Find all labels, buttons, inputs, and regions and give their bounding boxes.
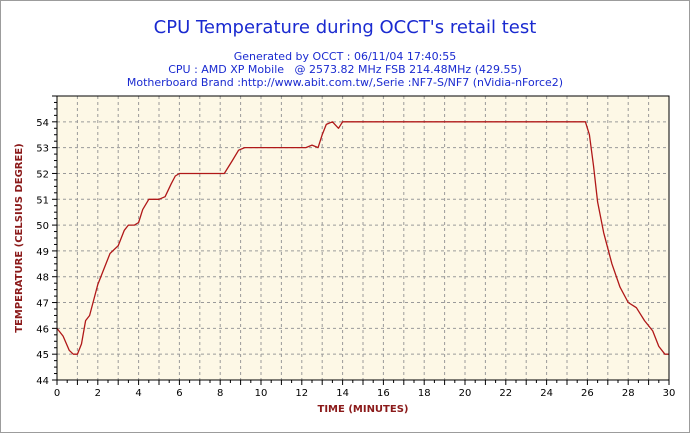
chart-subtitle-motherboard: Motherboard Brand :http://www.abit.com.t…	[126, 76, 564, 89]
x-tick-label: 22	[499, 388, 512, 399]
x-tick-label: 18	[418, 388, 431, 399]
y-tick-label: 50	[36, 221, 49, 232]
y-tick-label: 47	[36, 299, 49, 310]
x-tick-label: 6	[176, 388, 182, 399]
y-tick-label: 53	[36, 144, 49, 155]
series-line-cpu-temperature	[56, 121, 669, 355]
x-tick-label: 0	[54, 388, 60, 399]
y-tick-labels: 44 45 46 47 48 49 50 51 52 53 54	[36, 118, 49, 387]
series-group	[56, 121, 669, 355]
x-tick-label: 2	[95, 388, 101, 399]
y-tick-label: 45	[36, 350, 49, 361]
x-tick-label: 26	[581, 388, 594, 399]
x-tick-label: 14	[336, 388, 349, 399]
x-tick-label: 10	[255, 388, 268, 399]
chart-subtitle-cpu: CPU : AMD XP Mobile @ 2573.82 MHz FSB 21…	[168, 63, 522, 76]
x-tick-label: 24	[540, 388, 553, 399]
x-tick-label: 12	[295, 388, 308, 399]
chart-subtitle-generated: Generated by OCCT : 06/11/04 17:40:55	[233, 50, 457, 63]
x-tick-label: 20	[459, 388, 472, 399]
chart-title: CPU Temperature during OCCT's retail tes…	[153, 17, 537, 38]
x-tick-label: 28	[622, 388, 635, 399]
y-tick-label: 44	[36, 376, 49, 387]
x-axis-label: TIME (MINUTES)	[318, 404, 409, 415]
y-tick-label: 49	[36, 247, 49, 258]
y-tick-label: 51	[36, 195, 49, 206]
x-tick-label: 16	[377, 388, 390, 399]
x-tick-label: 8	[217, 388, 223, 399]
x-tick-label: 30	[663, 388, 676, 399]
y-tick-label: 48	[36, 273, 49, 284]
plot-border	[56, 95, 670, 381]
x-tick-label: 4	[135, 388, 141, 399]
y-tick-label: 52	[36, 169, 49, 180]
y-tick-label: 54	[36, 118, 49, 129]
y-tick-label: 46	[36, 324, 49, 335]
x-tick-labels: 0 2 4 6 8 10 12 14 16 18 20 22 24 26 28 30	[54, 388, 676, 399]
y-axis-label: TEMPERATURE (CELSIUS DEGREE)	[14, 143, 25, 333]
